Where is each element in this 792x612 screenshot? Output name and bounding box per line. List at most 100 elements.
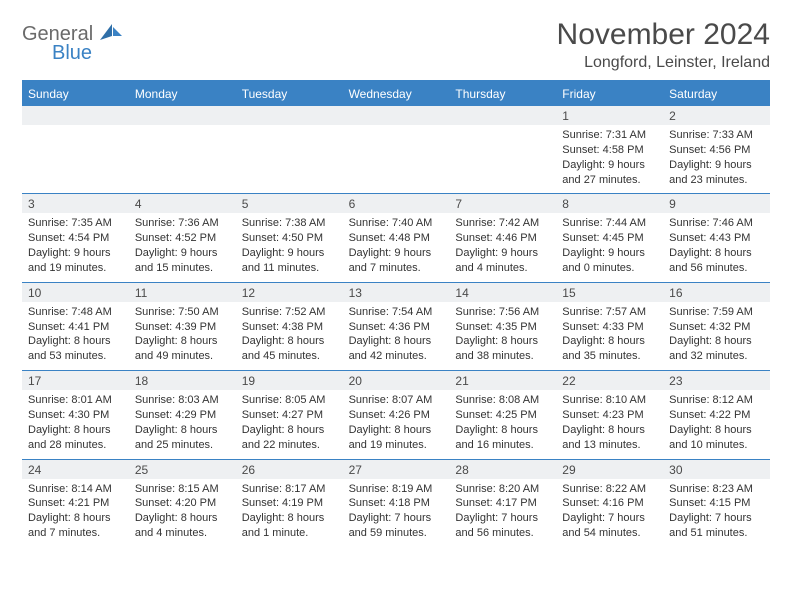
day-cell: Sunrise: 7:57 AMSunset: 4:33 PMDaylight:… [556, 302, 663, 370]
day-sr: Sunrise: 8:19 AM [349, 482, 444, 497]
day-ss: Sunset: 4:54 PM [28, 231, 123, 246]
month-title: November 2024 [557, 18, 770, 52]
week-row: 10111213141516Sunrise: 7:48 AMSunset: 4:… [22, 282, 770, 370]
day-dl1: Daylight: 7 hours [562, 511, 657, 526]
day-sr: Sunrise: 7:40 AM [349, 216, 444, 231]
day-dl1: Daylight: 8 hours [669, 334, 764, 349]
day-number: 17 [22, 371, 129, 390]
day-dl2: and 4 minutes. [455, 261, 550, 276]
day-dl2: and 7 minutes. [28, 526, 123, 541]
day-dl2: and 19 minutes. [28, 261, 123, 276]
day-dl1: Daylight: 8 hours [669, 423, 764, 438]
day-number: 30 [663, 460, 770, 479]
day-number: 14 [449, 283, 556, 302]
day-sr: Sunrise: 7:59 AM [669, 305, 764, 320]
day-ss: Sunset: 4:33 PM [562, 320, 657, 335]
day-number: 20 [343, 371, 450, 390]
day-dl2: and 22 minutes. [242, 438, 337, 453]
day-sr: Sunrise: 7:56 AM [455, 305, 550, 320]
day-cell: Sunrise: 7:56 AMSunset: 4:35 PMDaylight:… [449, 302, 556, 370]
day-number: 5 [236, 194, 343, 213]
day-dl2: and 7 minutes. [349, 261, 444, 276]
day-dl2: and 1 minute. [242, 526, 337, 541]
day-dl2: and 59 minutes. [349, 526, 444, 541]
daynum-strip: 10111213141516 [22, 283, 770, 302]
day-sr: Sunrise: 7:52 AM [242, 305, 337, 320]
day-ss: Sunset: 4:17 PM [455, 496, 550, 511]
day-ss: Sunset: 4:46 PM [455, 231, 550, 246]
day-dl1: Daylight: 8 hours [669, 246, 764, 261]
day-ss: Sunset: 4:26 PM [349, 408, 444, 423]
day-number [22, 106, 129, 125]
day-cell: Sunrise: 8:14 AMSunset: 4:21 PMDaylight:… [22, 479, 129, 547]
calendar: Sunday Monday Tuesday Wednesday Thursday… [22, 80, 770, 547]
weekday-friday: Friday [556, 82, 663, 106]
day-cell: Sunrise: 8:12 AMSunset: 4:22 PMDaylight:… [663, 390, 770, 458]
day-dl2: and 10 minutes. [669, 438, 764, 453]
day-cell: Sunrise: 8:20 AMSunset: 4:17 PMDaylight:… [449, 479, 556, 547]
day-cell: Sunrise: 8:08 AMSunset: 4:25 PMDaylight:… [449, 390, 556, 458]
day-number [129, 106, 236, 125]
day-number: 12 [236, 283, 343, 302]
daynum-strip: 3456789 [22, 194, 770, 213]
day-dl2: and 53 minutes. [28, 349, 123, 364]
day-sr: Sunrise: 7:54 AM [349, 305, 444, 320]
day-dl1: Daylight: 8 hours [455, 334, 550, 349]
day-sr: Sunrise: 8:20 AM [455, 482, 550, 497]
day-ss: Sunset: 4:39 PM [135, 320, 230, 335]
location: Longford, Leinster, Ireland [557, 54, 770, 72]
day-ss: Sunset: 4:38 PM [242, 320, 337, 335]
day-cell: Sunrise: 8:15 AMSunset: 4:20 PMDaylight:… [129, 479, 236, 547]
day-number: 15 [556, 283, 663, 302]
day-dl1: Daylight: 8 hours [349, 334, 444, 349]
day-ss: Sunset: 4:41 PM [28, 320, 123, 335]
day-dl2: and 51 minutes. [669, 526, 764, 541]
day-dl2: and 28 minutes. [28, 438, 123, 453]
day-number: 8 [556, 194, 663, 213]
day-number: 7 [449, 194, 556, 213]
day-dl2: and 38 minutes. [455, 349, 550, 364]
day-dl1: Daylight: 8 hours [242, 423, 337, 438]
weekday-monday: Monday [129, 82, 236, 106]
day-cell: Sunrise: 7:33 AMSunset: 4:56 PMDaylight:… [663, 125, 770, 193]
day-number: 22 [556, 371, 663, 390]
day-cell [129, 125, 236, 193]
day-sr: Sunrise: 8:03 AM [135, 393, 230, 408]
day-dl2: and 56 minutes. [455, 526, 550, 541]
day-cell: Sunrise: 7:52 AMSunset: 4:38 PMDaylight:… [236, 302, 343, 370]
day-dl1: Daylight: 8 hours [455, 423, 550, 438]
weekday-saturday: Saturday [663, 82, 770, 106]
body-strip: Sunrise: 8:14 AMSunset: 4:21 PMDaylight:… [22, 479, 770, 547]
day-number: 9 [663, 194, 770, 213]
day-number: 27 [343, 460, 450, 479]
day-sr: Sunrise: 7:31 AM [562, 128, 657, 143]
day-cell: Sunrise: 8:17 AMSunset: 4:19 PMDaylight:… [236, 479, 343, 547]
day-cell: Sunrise: 8:07 AMSunset: 4:26 PMDaylight:… [343, 390, 450, 458]
day-number: 11 [129, 283, 236, 302]
daynum-strip: 12 [22, 106, 770, 125]
day-sr: Sunrise: 7:46 AM [669, 216, 764, 231]
day-cell [449, 125, 556, 193]
weekday-header-row: Sunday Monday Tuesday Wednesday Thursday… [22, 82, 770, 106]
sail-icon [100, 24, 122, 45]
day-ss: Sunset: 4:19 PM [242, 496, 337, 511]
day-sr: Sunrise: 7:33 AM [669, 128, 764, 143]
day-dl1: Daylight: 9 hours [562, 158, 657, 173]
day-number: 1 [556, 106, 663, 125]
day-cell: Sunrise: 7:48 AMSunset: 4:41 PMDaylight:… [22, 302, 129, 370]
day-number: 2 [663, 106, 770, 125]
day-cell: Sunrise: 8:03 AMSunset: 4:29 PMDaylight:… [129, 390, 236, 458]
day-sr: Sunrise: 8:10 AM [562, 393, 657, 408]
weekday-wednesday: Wednesday [343, 82, 450, 106]
body-strip: Sunrise: 7:31 AMSunset: 4:58 PMDaylight:… [22, 125, 770, 193]
day-dl1: Daylight: 8 hours [135, 511, 230, 526]
body-strip: Sunrise: 7:48 AMSunset: 4:41 PMDaylight:… [22, 302, 770, 370]
day-ss: Sunset: 4:18 PM [349, 496, 444, 511]
day-dl1: Daylight: 9 hours [135, 246, 230, 261]
day-cell: Sunrise: 7:54 AMSunset: 4:36 PMDaylight:… [343, 302, 450, 370]
day-dl1: Daylight: 8 hours [135, 423, 230, 438]
day-ss: Sunset: 4:16 PM [562, 496, 657, 511]
day-sr: Sunrise: 8:05 AM [242, 393, 337, 408]
day-number: 10 [22, 283, 129, 302]
day-dl1: Daylight: 8 hours [28, 511, 123, 526]
